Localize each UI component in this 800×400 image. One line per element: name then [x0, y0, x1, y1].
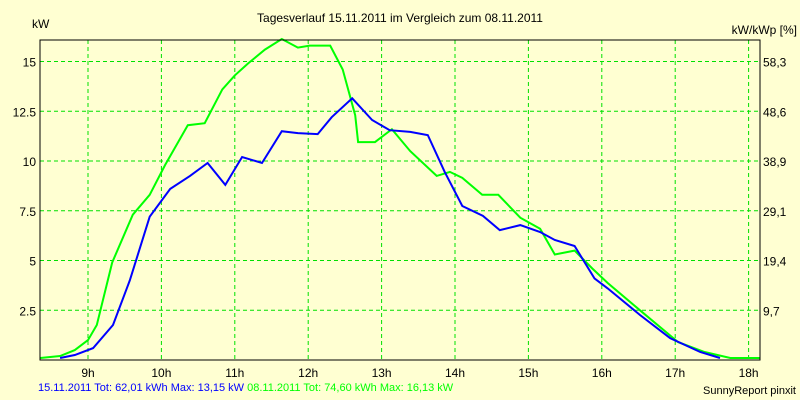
y-right-tick-label: 38,9 [763, 155, 787, 169]
x-tick-label: 16h [592, 366, 612, 380]
y-right-tick-label: 48,6 [763, 105, 787, 119]
y-right-tick-label: 29,1 [763, 205, 787, 219]
x-tick-label: 10h [151, 366, 171, 380]
legend-series-15-11: 15.11.2011 Tot: 62,01 kWh Max: 13,15 kW [38, 382, 245, 394]
x-tick-label: 17h [665, 366, 685, 380]
legend: 15.11.2011 Tot: 62,01 kWh Max: 13,15 kW … [38, 382, 453, 394]
y-right-tick-label: 58,3 [763, 56, 787, 70]
x-tick-label: 14h [445, 366, 465, 380]
y-right-tick-label: 19,4 [763, 255, 787, 269]
chart-title: Tagesverlauf 15.11.2011 im Vergleich zum… [257, 11, 543, 25]
x-tick-label: 12h [298, 366, 318, 380]
y-tick-label: 2.5 [19, 304, 36, 318]
y-tick-label: 7.5 [19, 205, 36, 219]
y-tick-label: 12.5 [13, 105, 37, 119]
credit-text: SunnyReport pinxit [703, 385, 796, 397]
y-tick-label: 10 [23, 155, 37, 169]
y-axis-right-label: kW/kWp [%] [732, 23, 797, 37]
plot-border [39, 39, 761, 361]
legend-series-08-11: 08.11.2011 Tot: 74,60 kWh Max: 16,13 kW [247, 382, 454, 394]
x-tick-label: 15h [518, 366, 538, 380]
y-tick-label: 5 [29, 255, 36, 269]
x-tick-label: 11h [225, 366, 244, 380]
series-line-15-11-2011 [59, 96, 721, 359]
x-tick-label: 18h [739, 366, 759, 380]
x-tick-label: 13h [372, 366, 392, 380]
y-tick-label: 15 [23, 56, 37, 70]
y-right-tick-label: 9,7 [763, 304, 780, 318]
y-axis-label: kW [32, 17, 50, 31]
x-tick-label: 9h [81, 366, 94, 380]
